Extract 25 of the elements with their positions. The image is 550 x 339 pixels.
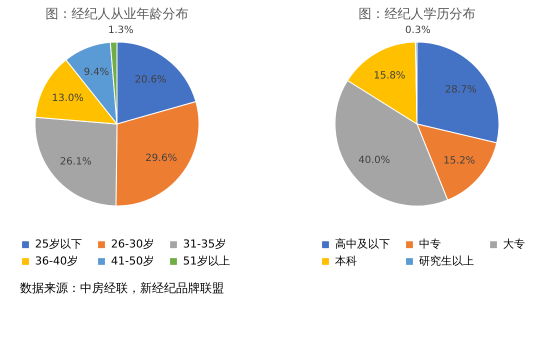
legend-label: 本科 (335, 254, 357, 268)
data-label: 40.0% (358, 154, 390, 166)
chart-title: 图：经纪人学历分布 (358, 7, 476, 22)
legend-label: 31-35岁 (183, 238, 226, 251)
source-note: 数据来源：中房经联，新经纪品牌联盟 (20, 281, 224, 295)
legend-label: 研究生以上 (419, 254, 474, 268)
data-label: 13.0% (52, 92, 84, 104)
legend-label: 26-30岁 (111, 238, 154, 251)
data-label: 9.4% (84, 67, 110, 78)
data-label: 26.1% (60, 156, 92, 168)
data-label: 0.3% (405, 25, 431, 36)
data-label: 15.2% (443, 155, 476, 166)
legend-label: 41-50岁 (111, 254, 154, 268)
data-label: 1.3% (108, 25, 134, 36)
chart-title: 图：经纪人从业年龄分布 (46, 7, 188, 22)
legend-label: 36-40岁 (35, 254, 78, 268)
data-label: 20.6% (134, 74, 167, 86)
data-label: 15.8% (374, 70, 406, 82)
legend-label: 大专 (503, 238, 525, 251)
data-label: 29.6% (145, 152, 178, 164)
legend-label: 25岁以下 (35, 238, 82, 251)
legend-label: 高中及以下 (335, 238, 390, 251)
data-label: 28.7% (444, 84, 477, 96)
legend-label: 51岁以上 (183, 254, 230, 268)
legend-label: 中专 (419, 238, 441, 251)
